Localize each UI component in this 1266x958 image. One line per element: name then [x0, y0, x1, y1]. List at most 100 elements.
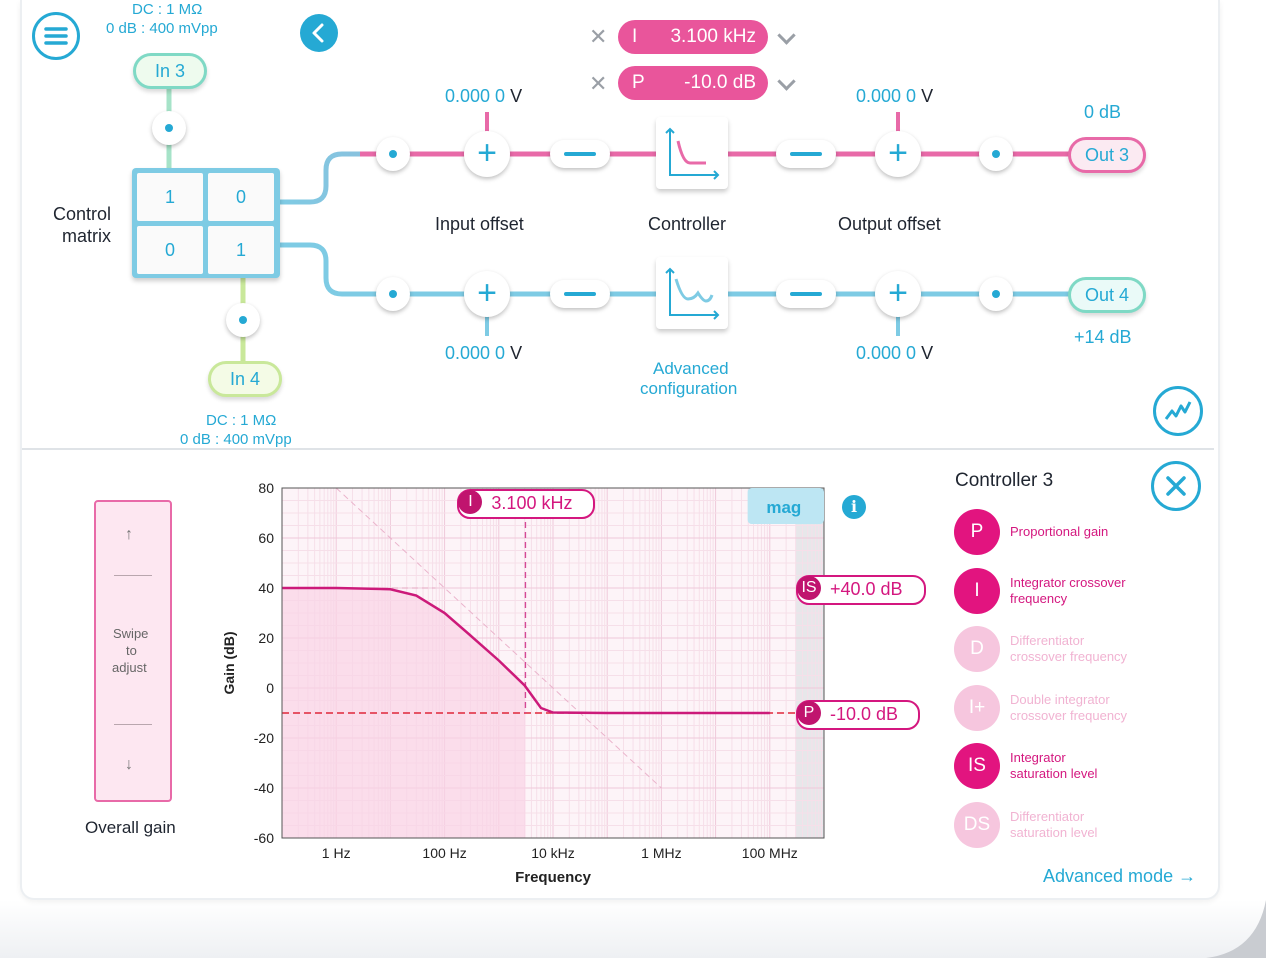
control-matrix-label-line1: Control — [53, 204, 112, 224]
control-matrix: 1 0 0 1 — [132, 168, 280, 278]
info-button[interactable]: i — [842, 495, 866, 519]
ch1-output-probe-point[interactable] — [979, 137, 1013, 171]
remove-param-i-button[interactable]: ✕ — [589, 24, 608, 49]
ch2-post-controller-switch[interactable] — [776, 280, 836, 308]
controller-param-iplus-button[interactable]: I+ — [954, 684, 1000, 731]
is-marker-tag-key: IS — [797, 576, 821, 600]
matrix-cell-11[interactable]: 1 — [137, 173, 203, 221]
overall-gain-label: Overall gain — [85, 818, 176, 837]
is-marker-tag[interactable]: IS +40.0 dB — [796, 575, 926, 605]
i-marker-tag-key: I — [458, 490, 483, 514]
advanced-mode-link[interactable]: Advanced mode → — [1043, 866, 1197, 886]
controller-panel-title: Controller 3 — [955, 470, 1054, 491]
out3-label: Out 3 — [1084, 145, 1130, 165]
mag-toggle-background[interactable] — [747, 488, 824, 524]
param-p-pill[interactable]: P -10.0 dB — [618, 66, 768, 100]
ch2-controller-button[interactable] — [656, 257, 728, 329]
ch1-output-offset-value[interactable]: 0.000 0 V — [856, 86, 934, 106]
param-desc-line1: Differentiator — [1010, 808, 1085, 824]
param-i-value: 3.100 kHz — [670, 26, 756, 47]
p-marker-tag[interactable]: P -10.0 dB — [796, 700, 920, 730]
y-tick-label: -40 — [254, 780, 274, 796]
overall-gain-slider[interactable]: ↑ Swipe to adjust ↓ — [94, 500, 172, 802]
param-i-pill[interactable]: I 3.100 kHz — [618, 20, 768, 54]
out4-label: Out 4 — [1084, 285, 1130, 305]
chevron-left-icon — [312, 23, 324, 43]
out3-gain[interactable]: 0 dB — [1084, 102, 1122, 122]
matrix-cell-22[interactable]: 1 — [208, 226, 274, 274]
y-tick-label: -60 — [254, 830, 274, 846]
ch1-input-offset-value[interactable]: 0.000 0 V — [445, 86, 523, 106]
p-marker-tag-key: P — [797, 701, 821, 725]
ch2-output-offset-value[interactable]: 0.000 0 V — [856, 343, 934, 363]
param-p-key: P — [632, 72, 645, 93]
param-desc-line2: saturation level — [1010, 824, 1098, 840]
x-tick-label: 100 MHz — [742, 845, 798, 861]
control-matrix-label-line2: matrix — [62, 226, 111, 246]
matrix-cell-21[interactable]: 0 — [137, 226, 203, 274]
bode-plot[interactable]: 80 60 40 20 0 -20 -40 -60 1 Hz 100 Hz 10 kHz 1 MHz 1… — [200, 470, 940, 900]
oscilloscope-button[interactable] — [1153, 386, 1203, 436]
advanced-config-line1[interactable]: Advanced — [653, 359, 729, 378]
menu-icon — [44, 27, 68, 45]
gain-curve[interactable] — [282, 586, 770, 715]
matrix-cell-12[interactable]: 0 — [208, 173, 274, 221]
controller-param-i-button[interactable]: I — [954, 567, 1000, 614]
ch2-pre-controller-switch[interactable] — [550, 280, 610, 308]
controller-response-icon — [665, 127, 720, 180]
is-marker-tag-value: +40.0 dB — [830, 579, 903, 599]
in4-probe-point[interactable] — [226, 303, 260, 337]
i-marker-tag[interactable]: I 3.100 kHz — [457, 489, 596, 519]
y-tick-label: 40 — [258, 580, 274, 596]
close-button[interactable] — [1151, 461, 1201, 511]
param-desc-line1: Integrator crossover — [1010, 574, 1126, 590]
slider-divider-bottom — [114, 724, 152, 725]
param-desc-line1: Double integrator — [1010, 691, 1110, 707]
param-desc-line2: frequency — [1010, 590, 1068, 606]
slider-up-arrow: ↑ — [125, 526, 133, 543]
controller-param-description: Differentiator crossover frequency — [1010, 633, 1127, 665]
controller-param-ds-button[interactable]: DS — [954, 801, 1000, 848]
i-marker-tag-value: 3.100 kHz — [491, 493, 573, 513]
param-desc-line1: Integrator — [1010, 750, 1066, 765]
menu-button[interactable] — [32, 12, 80, 60]
plot-frame — [281, 487, 825, 839]
in3-range: 0 dB : 400 mVpp — [106, 20, 218, 37]
x-tick-label: 10 kHz — [531, 845, 575, 861]
controller-label: Controller — [648, 214, 727, 234]
controller-param-p-button[interactable]: P — [954, 509, 1000, 555]
param-desc-line1: Proportional gain — [1010, 524, 1109, 539]
bottom-background — [0, 900, 1266, 958]
remove-param-p-button[interactable]: ✕ — [589, 71, 608, 96]
controller-response-icon — [665, 267, 720, 320]
ch1-pre-controller-switch[interactable] — [550, 140, 610, 168]
controller-param-d-button[interactable]: D — [954, 626, 1000, 672]
out4-button[interactable]: Out 4 — [1068, 277, 1146, 313]
ch2-input-offset-value[interactable]: 0.000 0 V — [445, 343, 523, 363]
panel-divider — [22, 448, 1214, 450]
ch2-input-offset-button[interactable]: + — [464, 271, 510, 317]
out3-button[interactable]: Out 3 — [1068, 137, 1146, 173]
mag-toggle-label[interactable]: mag — [766, 498, 801, 517]
in3-button[interactable]: In 3 — [133, 53, 207, 89]
ch2-input-probe-point[interactable] — [376, 277, 410, 311]
ch1-post-controller-switch[interactable] — [776, 140, 836, 168]
in4-button[interactable]: In 4 — [208, 361, 282, 397]
y-tick-label: -20 — [254, 730, 274, 746]
ch1-output-offset-button[interactable]: + — [875, 131, 921, 177]
param-p-value: -10.0 dB — [684, 72, 756, 93]
controller-param-is-button[interactable]: IS — [954, 743, 1000, 789]
param-desc-line2: crossover frequency — [1010, 707, 1128, 723]
ch1-controller-button[interactable] — [656, 117, 728, 189]
p-marker-tag-value: -10.0 dB — [830, 704, 899, 724]
ch2-output-offset-button[interactable]: + — [875, 271, 921, 317]
advanced-config-line2[interactable]: configuration — [640, 379, 738, 398]
ch2-output-probe-point[interactable] — [979, 277, 1013, 311]
in3-probe-point[interactable] — [152, 111, 186, 145]
back-button[interactable] — [300, 14, 338, 52]
x-tick-label: 100 Hz — [422, 845, 466, 861]
ch1-input-probe-point[interactable] — [376, 137, 410, 171]
out4-gain[interactable]: +14 dB — [1074, 327, 1132, 347]
ch1-input-offset-button[interactable]: + — [464, 131, 510, 177]
